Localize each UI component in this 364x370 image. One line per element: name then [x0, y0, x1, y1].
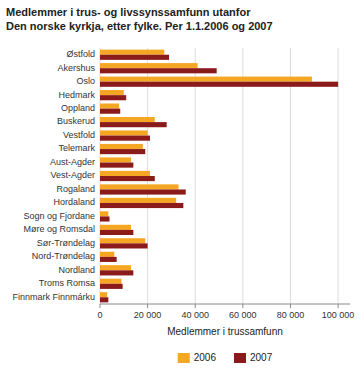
- title: Medlemmer i trus- og livssynssamfunn uta…: [6, 6, 273, 32]
- bar: [100, 104, 119, 109]
- category-label: Telemark: [58, 143, 95, 153]
- category-label: Hedmark: [58, 90, 95, 100]
- tick-mark: [338, 304, 339, 308]
- x-axis-line: [100, 304, 350, 305]
- x-axis-label: Medlemmer i trussamfunn: [167, 326, 283, 337]
- tick-label: 20 000: [134, 310, 162, 320]
- category-label: Rogaland: [56, 184, 95, 194]
- tick-label: 40 000: [181, 310, 209, 320]
- bar: [100, 109, 120, 114]
- bar: [100, 211, 108, 216]
- bar: [100, 77, 312, 82]
- bar: [100, 243, 148, 248]
- category-label: Vestfold: [63, 130, 95, 140]
- bar: [100, 90, 124, 95]
- tick-mark: [100, 304, 101, 308]
- legend: 2006 2007: [178, 352, 273, 363]
- chart-container: Medlemmer i trus- og livssynssamfunn uta…: [0, 0, 364, 370]
- bar: [100, 95, 126, 100]
- bar: [100, 163, 133, 168]
- bar: [100, 144, 143, 149]
- bar: [100, 292, 107, 297]
- bar: [100, 257, 117, 262]
- title-line: Medlemmer i trus- og livssynssamfunn uta…: [6, 6, 251, 18]
- tick-mark: [147, 304, 148, 308]
- tick-mark: [242, 304, 243, 308]
- bar: [100, 122, 167, 127]
- x-axis: 0 20 000 40 000 60 000 80 000 100 000: [97, 304, 354, 320]
- bar: [100, 265, 131, 270]
- legend-label: 2006: [194, 352, 217, 363]
- grid: [100, 48, 338, 304]
- tick-mark: [290, 304, 291, 308]
- bar: [100, 157, 131, 162]
- bar: [100, 68, 217, 73]
- bar: [100, 189, 186, 194]
- bar: [100, 284, 123, 289]
- category-label: Nordland: [58, 265, 95, 275]
- category-label: Oslo: [76, 76, 95, 86]
- bar: [100, 198, 176, 203]
- category-label: Møre og Romsdal: [23, 224, 95, 234]
- category-label: Sogn og Fjordane: [23, 211, 95, 221]
- category-label: Østfold: [66, 49, 95, 59]
- bar: [100, 184, 179, 189]
- tick-label: 80 000: [277, 310, 305, 320]
- bar: [100, 117, 155, 122]
- bar: [100, 279, 121, 284]
- category-label: Vest-Agder: [50, 170, 95, 180]
- bar: [100, 82, 338, 87]
- legend-swatch: [178, 353, 190, 363]
- bar: [100, 270, 133, 275]
- bar: [100, 297, 108, 302]
- bar: [100, 171, 150, 176]
- tick-mark: [195, 304, 196, 308]
- bar: [100, 203, 183, 208]
- chart: Medlemmer i trus- og livssynssamfunn uta…: [0, 0, 364, 370]
- bar: [100, 136, 150, 141]
- bars: [100, 50, 338, 303]
- bar: [100, 130, 148, 135]
- category-label: Sør-Trøndelag: [37, 238, 95, 248]
- category-label: Finnmark Finnmárku: [12, 292, 95, 302]
- category-label: Buskerud: [57, 116, 95, 126]
- category-label: Oppland: [61, 103, 95, 113]
- bar: [100, 230, 133, 235]
- bar: [100, 252, 114, 257]
- legend-label: 2007: [250, 352, 273, 363]
- category-label: Aust-Agder: [50, 157, 95, 167]
- bar: [100, 216, 110, 221]
- category-label: Nord-Trøndelag: [32, 251, 95, 261]
- bar: [100, 63, 198, 68]
- tick-label: 100 000: [322, 310, 355, 320]
- y-axis: Østfold Akershus Oslo Hedmark Oppland Buskeru…: [12, 49, 95, 302]
- bar: [100, 176, 155, 181]
- category-label: Troms Romsa: [39, 278, 95, 288]
- bar: [100, 238, 145, 243]
- category-label: Akershus: [57, 63, 95, 73]
- tick-label: 60 000: [229, 310, 257, 320]
- bar: [100, 50, 164, 55]
- category-label: Hordaland: [53, 197, 95, 207]
- bar: [100, 225, 131, 230]
- bar: [100, 149, 145, 154]
- tick-label: 0: [97, 310, 102, 320]
- legend-swatch: [234, 353, 246, 363]
- title-line: Den norske kyrkja, etter fylke. Per 1.1.…: [6, 20, 273, 32]
- bar: [100, 55, 169, 60]
